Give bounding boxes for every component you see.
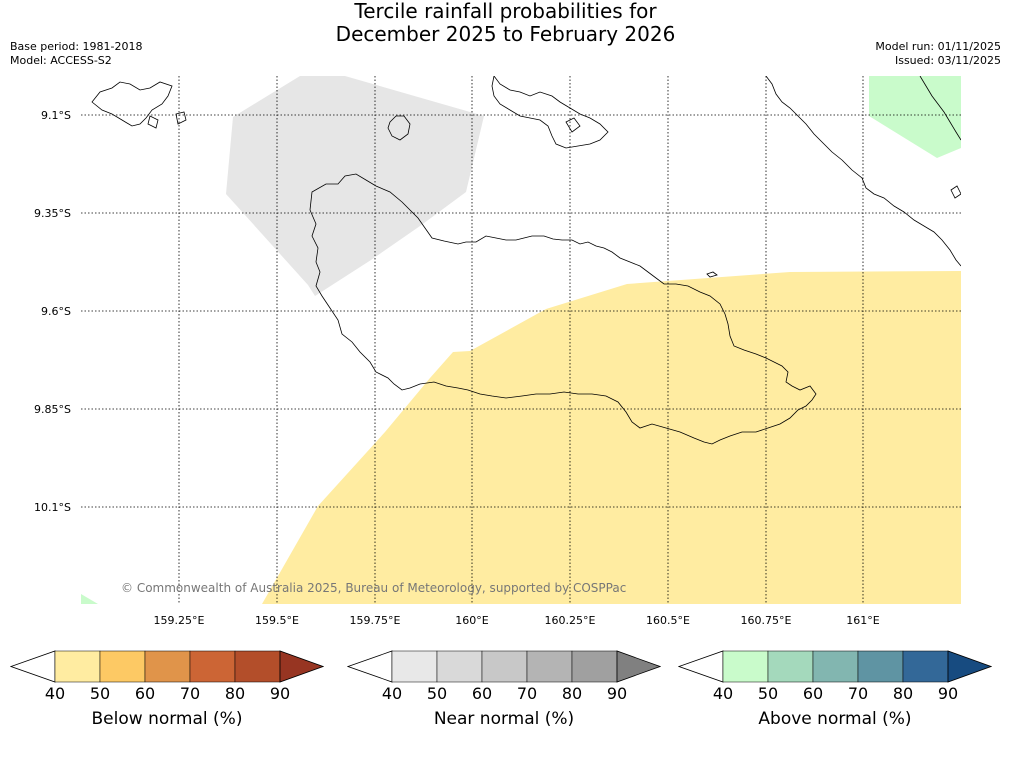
latitude-label: 10.1°S xyxy=(34,501,71,514)
nggela-islands-coastline xyxy=(491,76,609,149)
colorbar-segment xyxy=(54,650,101,683)
meta-left: Base period: 1981-2018 Model: ACCESS-S2 xyxy=(10,40,142,68)
russell-islands-coastline xyxy=(91,81,173,127)
colorbar-tick-label: 80 xyxy=(562,684,582,703)
colorbar-tick-label: 90 xyxy=(607,684,627,703)
issued-text: Issued: 03/11/2025 xyxy=(894,54,1001,67)
colorbar-segment xyxy=(99,650,146,683)
above-normal-region xyxy=(869,76,961,158)
colorbar-segment xyxy=(481,650,528,683)
latitude-label: 9.85°S xyxy=(34,403,71,416)
meta-right: Model run: 01/11/2025 Issued: 03/11/2025 xyxy=(875,40,1001,68)
guadalcanal-offshore-islet xyxy=(706,271,718,278)
colorbar-1: 40 50 60 70 80 90 xyxy=(347,650,661,703)
colorbar-tick-label: 60 xyxy=(472,684,492,703)
colorbar-segment xyxy=(812,650,859,683)
colorbar-extend-high xyxy=(279,650,324,683)
malaita-coastline xyxy=(765,76,961,267)
longitude-label: 160.25°E xyxy=(545,614,596,627)
colorbar-segment xyxy=(571,650,618,683)
colorbar-tick-label: 50 xyxy=(758,684,778,703)
forecast-map: 9.1°S9.35°S9.6°S9.85°S10.1°S 159.25°E 159… xyxy=(34,76,961,627)
longitude-label: 159.5°E xyxy=(255,614,299,627)
colorbar-tick-label: 80 xyxy=(225,684,245,703)
colorbar-extend-low xyxy=(678,650,724,683)
savo-island-coastline xyxy=(387,115,411,141)
colorbar-0: 40 50 60 70 80 90 xyxy=(10,650,324,703)
colorbar-segment xyxy=(526,650,573,683)
colorbar-segment xyxy=(391,650,438,683)
colorbar-tick-label: 50 xyxy=(90,684,110,703)
latitude-labels: 9.1°S 9.35°S 9.6°S 9.85°S 10.1°S xyxy=(34,109,71,514)
malaita-north-coastline xyxy=(919,76,961,141)
colorbar-extend-high xyxy=(616,650,661,683)
russell-islet-a xyxy=(175,111,187,125)
colorbar-tick-label: 50 xyxy=(427,684,447,703)
longitude-label: 159.75°E xyxy=(350,614,401,627)
map-title-line2: December 2025 to February 2026 xyxy=(335,22,676,46)
graticule xyxy=(81,76,961,604)
colorbar-label: Above normal (%) xyxy=(758,709,912,729)
longitude-label: 161°E xyxy=(846,614,879,627)
colorbar-tick-label: 70 xyxy=(180,684,200,703)
colorbar-label: Near normal (%) xyxy=(433,709,575,729)
colorbar-segment xyxy=(722,650,769,683)
map-title-line1: Tercile rainfall probabilities for xyxy=(354,0,657,23)
colorbar-tick-label: 40 xyxy=(45,684,65,703)
latitude-label: 9.35°S xyxy=(34,207,71,220)
colorbar-tick-label: 60 xyxy=(803,684,823,703)
colorbar-segment xyxy=(857,650,904,683)
malaita-islet xyxy=(950,185,961,199)
colorbar-segment xyxy=(767,650,814,683)
colorbar-tick-label: 60 xyxy=(135,684,155,703)
colorbar-tick-label: 40 xyxy=(382,684,402,703)
colorbar-tick-label: 40 xyxy=(713,684,733,703)
longitude-label: 160°E xyxy=(455,614,488,627)
colorbar-tick-label: 90 xyxy=(270,684,290,703)
colorbar-segment xyxy=(902,650,949,683)
colorbar-extend-low xyxy=(10,650,56,683)
latitude-label: 9.6°S xyxy=(41,305,71,318)
colorbar-tick-label: 80 xyxy=(893,684,913,703)
colorbar-segment xyxy=(189,650,236,683)
colorbar-tick-label: 70 xyxy=(517,684,537,703)
colorbar-label: Below normal (%) xyxy=(91,709,243,729)
russell-islet-b xyxy=(147,115,159,129)
latitude-label: 9.1°S xyxy=(41,109,71,122)
colorbar-extend-high xyxy=(947,650,992,683)
longitude-label: 160.5°E xyxy=(646,614,690,627)
longitude-labels: 159.25°E 159.5°E 159.75°E 160°E 160.25°E 160.… xyxy=(154,614,880,627)
copyright-notice: © Commonwealth of Australia 2025, Bureau… xyxy=(121,581,626,595)
longitude-label: 160.75°E xyxy=(741,614,792,627)
colorbar-2: 40 50 60 70 80 90 xyxy=(678,650,992,703)
coastlines xyxy=(91,76,961,445)
near-normal-region xyxy=(226,76,484,296)
map-layers xyxy=(81,76,961,604)
colorbar-segment xyxy=(436,650,483,683)
guadalcanal-coastline xyxy=(309,173,817,445)
colorbar-tick-label: 90 xyxy=(938,684,958,703)
model-run-text: Model run: 01/11/2025 xyxy=(875,40,1001,53)
colorbar-segment xyxy=(144,650,191,683)
above-normal-region-corner xyxy=(81,594,98,604)
colorbar-extend-low xyxy=(347,650,393,683)
longitude-label: 159.25°E xyxy=(154,614,205,627)
below-normal-region xyxy=(262,271,961,604)
map-title: Tercile rainfall probabilities for Decem… xyxy=(0,0,1011,46)
base-period-text: Base period: 1981-2018 xyxy=(10,40,143,53)
colorbar-tick-label: 70 xyxy=(848,684,868,703)
colorbar-segment xyxy=(234,650,281,683)
model-text: Model: ACCESS-S2 xyxy=(10,54,112,67)
